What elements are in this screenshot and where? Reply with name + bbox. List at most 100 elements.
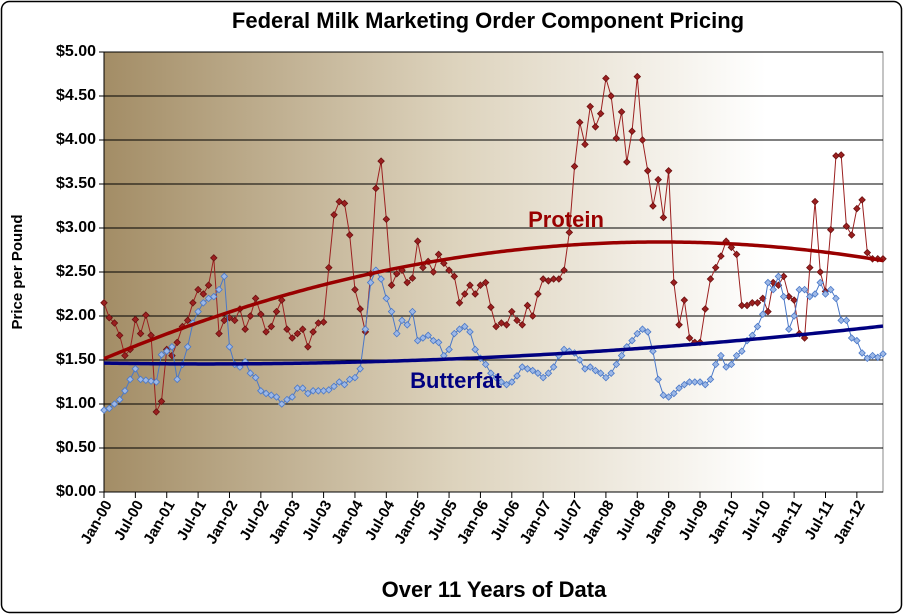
data-marker (136, 375, 145, 384)
data-marker (246, 369, 255, 377)
data-marker (643, 167, 652, 175)
data-marker (251, 294, 260, 303)
data-marker (795, 285, 804, 294)
data-marker (210, 254, 218, 262)
data-marker (523, 301, 532, 310)
x-axis-title: Over 11 Years of Data (382, 577, 607, 602)
data-marker (403, 278, 412, 287)
data-marker (204, 294, 213, 303)
data-marker (753, 322, 762, 331)
data-marker (471, 290, 479, 298)
data-marker (481, 360, 490, 369)
data-marker (356, 305, 364, 313)
data-marker (210, 292, 218, 301)
data-marker (722, 363, 730, 371)
data-marker (413, 336, 422, 345)
data-marker (628, 127, 636, 135)
data-marker (497, 378, 506, 386)
data-marker (826, 285, 835, 294)
trendline (103, 240, 884, 361)
data-marker (670, 389, 678, 398)
data-marker (152, 408, 161, 416)
data-marker (607, 92, 615, 100)
data-marker (345, 231, 354, 239)
data-marker (382, 215, 391, 223)
data-marker (121, 387, 129, 395)
data-marker (706, 275, 715, 283)
data-marker (612, 360, 621, 369)
data-marker (874, 353, 882, 362)
data-marker (654, 375, 662, 384)
data-marker (555, 275, 563, 283)
data-marker (513, 316, 521, 325)
data-marker (785, 292, 793, 301)
data-marker (492, 373, 500, 382)
data-marker (649, 347, 657, 355)
data-marker (664, 167, 673, 175)
data-marker (617, 351, 626, 360)
data-marker (115, 331, 124, 340)
y-tick-label: $2.50 (56, 263, 96, 280)
data-marker (105, 404, 113, 413)
data-marker (142, 311, 150, 319)
data-marker (335, 378, 344, 386)
data-marker (497, 319, 506, 327)
data-marker (277, 400, 286, 408)
data-marker (513, 372, 521, 380)
data-marker (664, 393, 673, 401)
data-marker (126, 375, 134, 384)
data-marker (738, 301, 746, 310)
data-marker (575, 118, 584, 127)
data-marker (225, 343, 234, 351)
data-marker (262, 389, 270, 398)
data-marker (455, 325, 464, 333)
data-marker (508, 378, 516, 386)
data-marker (304, 343, 312, 351)
data-marker (272, 307, 281, 316)
data-marker (701, 305, 710, 313)
data-marker (460, 322, 469, 331)
data-marker (345, 375, 354, 384)
data-marker (131, 365, 140, 373)
data-marker (696, 378, 704, 386)
data-marker (204, 281, 213, 289)
data-marker (858, 196, 866, 204)
data-marker (408, 307, 417, 316)
data-marker (309, 328, 317, 336)
data-marker (544, 369, 553, 377)
data-marker (842, 316, 851, 325)
data-marker (466, 281, 474, 289)
data-marker (246, 312, 255, 320)
y-tick-label: $1.50 (56, 351, 96, 368)
data-marker (528, 366, 537, 375)
data-marker (257, 310, 265, 319)
data-marker (277, 296, 286, 304)
data-marker (680, 380, 689, 389)
data-marker (748, 299, 757, 307)
data-marker (131, 315, 140, 324)
data-marker (434, 338, 443, 347)
data-marker (602, 74, 610, 83)
data-marker (586, 363, 594, 371)
data-marker (832, 294, 840, 303)
data-marker (659, 213, 668, 222)
data-marker (194, 285, 202, 294)
data-marker (450, 272, 459, 281)
y-tick-label: $4.00 (56, 131, 96, 148)
data-marker (251, 373, 260, 382)
data-marker (393, 269, 401, 278)
y-tick-label: $0.00 (56, 483, 96, 500)
butterfat-label: Butterfat (410, 368, 502, 393)
data-marker (711, 263, 720, 272)
y-tick-label: $1.00 (56, 395, 96, 412)
data-marker (424, 331, 432, 340)
data-marker (528, 312, 537, 320)
chart-title: Federal Milk Marketing Order Component P… (232, 8, 744, 33)
data-marker (717, 252, 725, 260)
data-marker (774, 272, 783, 281)
data-marker (539, 275, 547, 283)
data-marker (826, 225, 835, 234)
data-marker (377, 157, 385, 165)
data-marker (168, 343, 176, 351)
